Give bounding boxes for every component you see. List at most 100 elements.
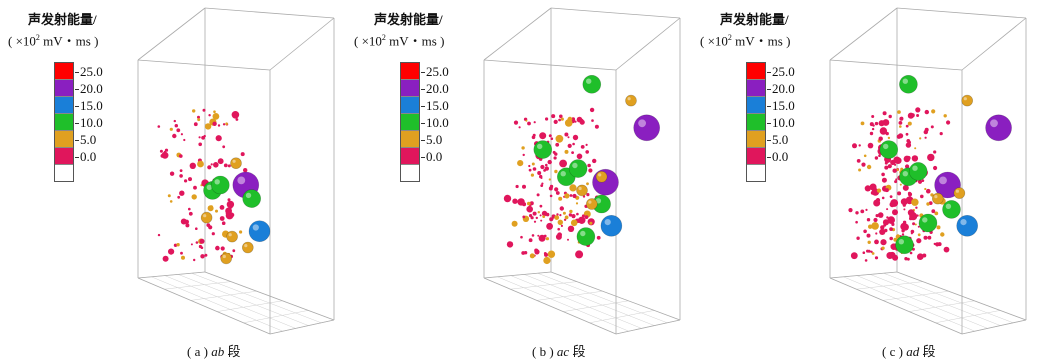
energy-point (506, 241, 514, 248)
energy-point (907, 112, 914, 119)
energy-point (161, 151, 169, 159)
energy-point (203, 134, 206, 138)
energy-point (871, 127, 875, 131)
energy-point (572, 142, 575, 146)
energy-point (193, 185, 197, 190)
energy-point (207, 165, 212, 170)
energy-point (894, 157, 902, 165)
energy-point (235, 118, 239, 121)
energy-point (902, 220, 907, 224)
energy-point (924, 127, 929, 132)
sphere-highlight (245, 192, 252, 199)
energy-point (899, 116, 904, 121)
energy-point (902, 184, 909, 191)
energy-sphere (200, 211, 213, 224)
energy-point (562, 211, 566, 215)
colorbar (54, 62, 74, 182)
energy-point (886, 216, 889, 219)
energy-sphere (211, 175, 230, 195)
energy-point (540, 164, 545, 170)
energy-point (559, 114, 563, 119)
energy-point (873, 199, 881, 207)
box-edge (843, 276, 975, 332)
energy-point (900, 198, 908, 206)
caption-a: ( a ) ab 段 (187, 344, 241, 359)
energy-point (569, 209, 573, 214)
energy-point (871, 115, 875, 118)
energy-point (889, 236, 893, 241)
sphere-highlight (939, 176, 947, 185)
energy-point (905, 124, 909, 128)
energy-point (878, 154, 881, 157)
energy-point (919, 137, 922, 140)
energy-point (555, 142, 560, 147)
energy-point (589, 221, 593, 225)
box-edge (204, 7, 335, 19)
energy-point (581, 214, 585, 218)
energy-sphere (961, 94, 974, 107)
energy-point (179, 169, 183, 173)
energy-point (865, 208, 868, 211)
energy-point (219, 205, 225, 210)
box-edge (483, 277, 617, 335)
tick-20: 20.0 (421, 81, 449, 96)
sphere-highlight (206, 184, 212, 190)
box-edge (243, 310, 309, 324)
tick-10: 10.0 (767, 115, 795, 130)
energy-point (931, 209, 936, 214)
energy-point (164, 148, 169, 152)
energy-point (544, 252, 548, 257)
energy-point (180, 133, 183, 136)
energy-sphere (932, 192, 944, 205)
energy-point (570, 219, 578, 227)
energy-sphere (934, 171, 961, 199)
energy-point (176, 243, 180, 247)
energy-point (520, 235, 523, 239)
energy-point (866, 164, 872, 170)
energy-sphere (899, 75, 918, 94)
tick-10: 10.0 (75, 115, 103, 130)
energy-point (564, 119, 573, 127)
energy-point (567, 238, 569, 241)
energy-sphere (600, 215, 623, 237)
energy-point (880, 225, 885, 230)
energy-point (848, 208, 853, 213)
energy-point (513, 120, 519, 125)
energy-point (564, 193, 570, 199)
energy-point (240, 152, 245, 157)
box-edge (190, 290, 257, 301)
energy-point (206, 223, 211, 228)
energy-point (592, 158, 597, 164)
energy-point (895, 178, 898, 181)
energy-point (893, 237, 898, 242)
energy-point (889, 195, 893, 199)
energy-point (204, 123, 212, 130)
energy-point (213, 162, 219, 168)
energy-point (195, 227, 198, 230)
tick-0: 0.0 (766, 149, 789, 164)
tick-15: 15.0 (75, 98, 103, 113)
energy-point (889, 201, 895, 208)
energy-point (873, 217, 878, 223)
box-edge (589, 310, 655, 324)
energy-point (554, 187, 559, 192)
energy-point (555, 134, 564, 143)
energy-point (856, 159, 861, 163)
energy-point (537, 234, 540, 237)
energy-point (569, 184, 577, 192)
sphere-highlight (902, 171, 908, 177)
energy-point (512, 198, 518, 204)
energy-point (906, 144, 910, 147)
energy-point (894, 163, 897, 166)
box-edge (856, 275, 988, 329)
box-edge (935, 310, 1001, 324)
energy-point (892, 209, 898, 216)
energy-point (567, 136, 570, 139)
energy-point (905, 164, 910, 169)
energy-point (162, 255, 169, 262)
sphere-highlight (588, 200, 592, 204)
energy-point (542, 215, 546, 219)
energy-point (223, 163, 228, 168)
energy-point (881, 246, 885, 250)
caption-c: ( c ) ad 段 (882, 344, 936, 359)
